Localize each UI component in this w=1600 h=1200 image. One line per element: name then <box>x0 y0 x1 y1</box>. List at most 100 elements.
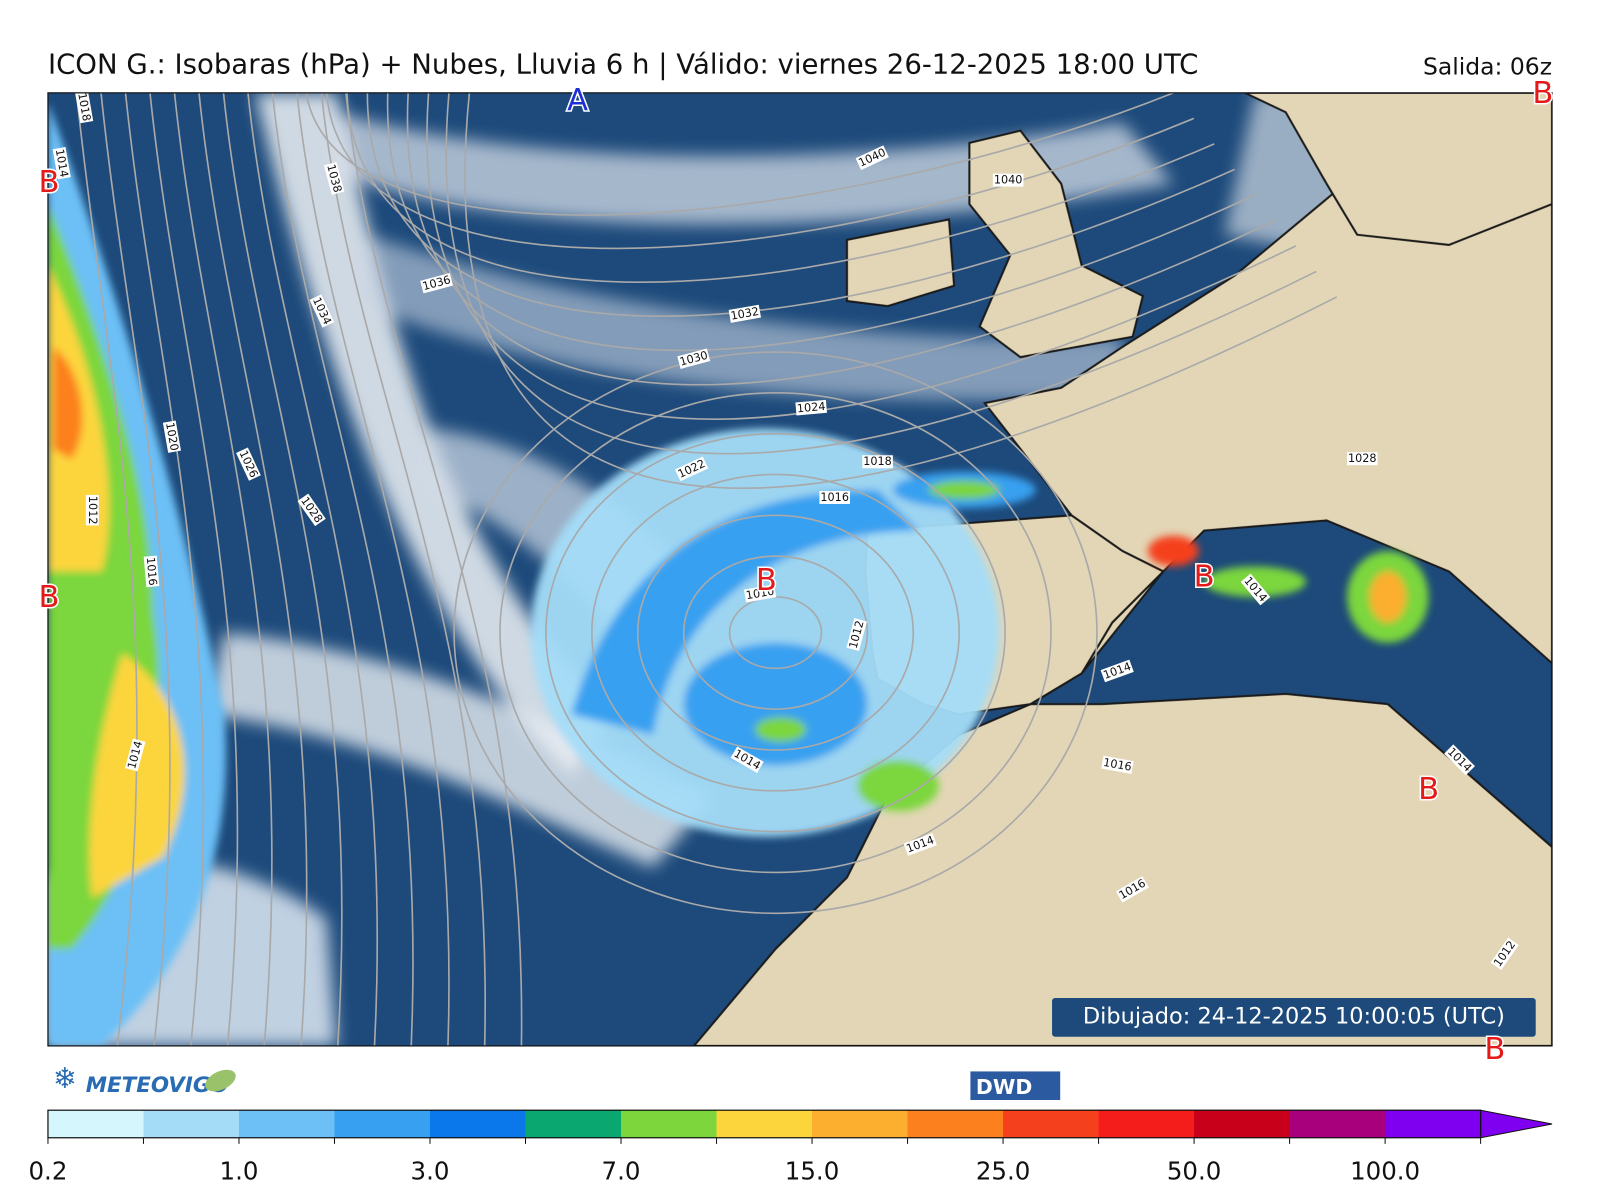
isobar <box>75 92 138 1046</box>
map-frame <box>47 92 1553 1047</box>
leaf-icon <box>205 1069 236 1092</box>
isobar-label-bg <box>1240 573 1271 606</box>
isobar-label-bg <box>75 92 94 124</box>
isobar <box>247 92 379 1046</box>
isobar-label-bg <box>677 348 711 369</box>
isobar <box>173 92 273 1046</box>
isobar-label: 1012 <box>86 496 99 525</box>
colorbar-tick-label: 100.0 <box>1350 1157 1420 1186</box>
colorbar-swatch <box>907 1110 1004 1138</box>
isobar <box>682 555 869 710</box>
isobar-label-bg <box>992 173 1024 187</box>
colorbar-tick-label: 15.0 <box>785 1157 839 1186</box>
isobar-label-bg <box>1100 659 1134 683</box>
isobar-label-bg <box>297 493 326 527</box>
isobars <box>75 92 1338 1046</box>
logo-left: METEOVIGO <box>86 1073 229 1098</box>
isobar-label: 1028 <box>1348 452 1377 465</box>
pressure-center: B <box>38 165 59 200</box>
map-title: ICON G.: Isobaras (hPa) + Nubes, Lluvia … <box>48 48 1198 80</box>
colorbar-swatch <box>238 1110 335 1138</box>
isobar-label-bg <box>675 456 709 482</box>
colorbar-swatch <box>430 1110 527 1138</box>
isobar-label: 1040 <box>994 174 1023 187</box>
isobar <box>124 92 205 1046</box>
colorbar-frame <box>47 1109 1482 1139</box>
colorbar-swatch <box>525 1110 622 1138</box>
isobar-label-bg <box>903 833 937 856</box>
colorbar-tick-label: 1.0 <box>220 1157 259 1186</box>
isobar-label: 1018 <box>863 455 892 468</box>
isobar <box>499 392 1052 874</box>
isobar <box>320 92 487 1046</box>
logo-right: DWD <box>976 1075 1032 1099</box>
isobar-label: 1016 <box>1102 756 1132 774</box>
isobar <box>222 92 343 1046</box>
isobar-label-bg <box>420 272 454 294</box>
isobar-label-bg <box>819 490 850 504</box>
isobar-label-bg <box>855 145 889 171</box>
isobar-label-bg <box>52 146 71 180</box>
isobar-label: 1016 <box>144 557 159 587</box>
isobar-label-bg <box>846 618 867 652</box>
isobar <box>426 92 1297 420</box>
drawn-box <box>1052 997 1536 1037</box>
colorbar-extension <box>1480 1109 1553 1139</box>
isobar-label-bg <box>85 494 99 526</box>
isobar-label: 1018 <box>75 92 93 122</box>
pressure-center: B <box>1194 560 1215 595</box>
isobar <box>345 92 523 1046</box>
isobar <box>366 92 1236 317</box>
colorbar-swatch <box>1098 1110 1195 1138</box>
isobar-label-bg <box>162 420 181 453</box>
isobar-label: 1014 <box>53 148 71 178</box>
isobar <box>386 92 1256 352</box>
isobar-label-bg <box>743 584 777 603</box>
isobar <box>198 92 308 1046</box>
pressure-center: B <box>756 563 777 598</box>
colorbar-tick-label: 50.0 <box>1167 1157 1221 1186</box>
colorbar-tick-label: 3.0 <box>411 1157 450 1186</box>
snow-icon: ❄ <box>53 1061 77 1095</box>
isobar-label-bg <box>795 399 827 416</box>
isobar <box>591 473 960 792</box>
isobar-label-bg <box>1490 937 1519 971</box>
isobar-label: 1024 <box>796 400 826 415</box>
drawn-label: Dibujado: 24-12-2025 10:00:05 (UTC) <box>1083 1003 1505 1029</box>
colorbar-tick-label: 0.2 <box>28 1157 67 1186</box>
colorbar-swatch <box>812 1110 909 1138</box>
isobar <box>346 92 1215 283</box>
isobar-label: 1032 <box>730 305 760 323</box>
isobar-label-bg <box>1101 755 1134 774</box>
colorbar-swatch <box>1385 1110 1482 1138</box>
isobar-label-bg <box>728 304 762 323</box>
colorbar-tick-label: 25.0 <box>976 1157 1030 1186</box>
colorbar-swatch <box>334 1110 431 1138</box>
isobar <box>296 92 450 1046</box>
isobar <box>545 432 1006 833</box>
colorbar-swatch <box>1194 1110 1291 1138</box>
isobar-label-bg <box>309 294 335 328</box>
pressure-center: B <box>1418 772 1439 807</box>
colorbar-tick-label: 7.0 <box>602 1157 641 1186</box>
dwd-box <box>970 1071 1061 1100</box>
isobar <box>149 92 239 1046</box>
isobar-label-bg <box>862 455 893 469</box>
isobar-label-bg <box>323 161 345 195</box>
isobar <box>271 92 414 1046</box>
isobar-label: 1010 <box>745 585 775 603</box>
pressure-center: B <box>38 580 59 615</box>
isobar <box>100 92 171 1046</box>
isobar-label-bg <box>1444 744 1475 776</box>
colorbar-swatch <box>1003 1110 1100 1138</box>
pressure-center: B <box>1532 76 1553 111</box>
isobar-label-bg <box>730 746 764 774</box>
isobar-label: 1016 <box>820 491 849 504</box>
isobar-label-bg <box>1115 876 1149 903</box>
run-label: Salida: 06z <box>1423 52 1552 80</box>
colorbar-swatch <box>143 1110 240 1138</box>
colorbar-swatch <box>47 1110 144 1138</box>
isobar <box>406 92 1276 386</box>
